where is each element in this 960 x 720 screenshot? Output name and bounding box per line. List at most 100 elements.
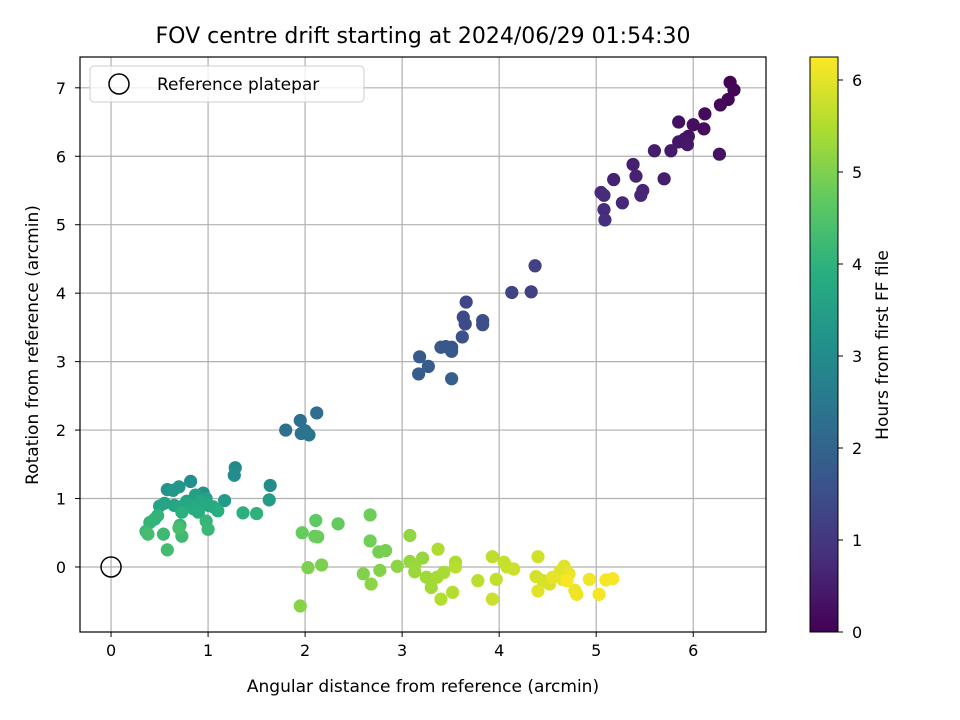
data-point xyxy=(507,562,521,576)
reference-marker xyxy=(100,556,122,578)
y-tick-label: 4 xyxy=(56,284,66,303)
data-point xyxy=(310,406,324,420)
data-point xyxy=(592,587,606,601)
data-point xyxy=(629,169,643,183)
data-point xyxy=(697,122,711,136)
data-point xyxy=(664,144,678,158)
data-point xyxy=(363,508,377,522)
data-point xyxy=(302,428,316,442)
data-point xyxy=(445,585,460,599)
data-point xyxy=(166,483,180,497)
colorbar-tick-label: 5 xyxy=(852,163,862,182)
y-tick-label: 5 xyxy=(56,216,66,235)
data-point xyxy=(680,138,695,152)
data-point xyxy=(311,530,325,544)
y-axis-label: Rotation from reference (arcmin) xyxy=(23,205,43,485)
data-point xyxy=(471,574,485,588)
y-tick-label: 0 xyxy=(56,558,66,577)
data-point xyxy=(459,295,473,309)
x-axis-label: Angular distance from reference (arcmin) xyxy=(247,677,599,697)
data-point xyxy=(698,107,712,121)
y-tick-label: 7 xyxy=(56,79,66,98)
data-point xyxy=(363,534,377,548)
data-point xyxy=(713,98,727,112)
data-point xyxy=(408,565,422,579)
colorbar-tick-label: 3 xyxy=(852,347,862,366)
data-point xyxy=(448,560,463,574)
data-point xyxy=(598,213,612,227)
data-point xyxy=(390,559,404,573)
data-point xyxy=(160,543,174,557)
data-point xyxy=(379,543,393,558)
data-point xyxy=(524,285,538,299)
data-point xyxy=(455,330,469,344)
data-point xyxy=(236,506,250,520)
data-point xyxy=(476,318,490,332)
axis-ticks: 0 1 2 3 4 5 6 0 1 2 3 4 5 6 7 xyxy=(56,79,699,660)
colorbar xyxy=(809,56,839,633)
colorbar-tick-label: 2 xyxy=(852,439,862,458)
y-tick-label: 3 xyxy=(56,353,66,372)
data-point xyxy=(156,527,171,541)
data-point xyxy=(531,550,545,564)
data-point xyxy=(606,572,620,586)
plot-frame xyxy=(79,56,767,633)
data-point xyxy=(727,83,741,97)
reference-point xyxy=(100,556,122,578)
colorbar-tick-label: 4 xyxy=(852,255,862,274)
data-point xyxy=(412,367,426,381)
data-point xyxy=(582,572,597,586)
x-tick-label: 4 xyxy=(494,641,504,660)
data-point xyxy=(560,574,574,588)
data-point xyxy=(191,505,205,519)
data-point xyxy=(634,188,648,202)
data-point xyxy=(413,350,427,364)
data-point xyxy=(445,344,459,358)
colorbar-tick-label: 0 xyxy=(852,623,862,642)
data-point xyxy=(626,157,640,172)
data-point xyxy=(419,570,433,584)
x-tick-label: 0 xyxy=(106,641,116,660)
data-point xyxy=(293,413,307,428)
chart-title: FOV centre drift starting at 2024/06/29 … xyxy=(156,24,691,49)
colorbar-ticks: 0 1 2 3 4 5 6 xyxy=(838,71,862,642)
data-point xyxy=(570,587,584,601)
data-point xyxy=(262,493,276,507)
colorbar-tick-label: 1 xyxy=(852,531,862,550)
data-point xyxy=(434,592,448,606)
data-point xyxy=(403,528,417,543)
data-point xyxy=(615,196,629,210)
y-tick-label: 2 xyxy=(56,421,66,440)
data-point xyxy=(647,144,662,158)
x-tick-label: 3 xyxy=(397,641,407,660)
data-point xyxy=(184,474,198,489)
y-tick-label: 6 xyxy=(56,147,66,166)
data-point xyxy=(607,172,621,187)
data-points xyxy=(139,75,741,613)
data-point xyxy=(172,521,186,535)
data-point xyxy=(485,550,499,564)
legend-marker-icon xyxy=(108,73,130,95)
x-tick-label: 6 xyxy=(688,641,698,660)
data-point xyxy=(528,259,542,273)
y-tick-label: 1 xyxy=(56,490,66,509)
data-point xyxy=(175,505,189,519)
data-point xyxy=(657,172,671,186)
data-point xyxy=(445,372,459,386)
legend-entry-label: Reference platepar xyxy=(157,75,319,95)
colorbar-tick-label: 6 xyxy=(852,71,862,90)
data-point xyxy=(458,317,472,331)
x-tick-label: 2 xyxy=(300,641,310,660)
data-point xyxy=(331,517,345,531)
data-point xyxy=(373,563,387,577)
data-point xyxy=(293,599,307,613)
data-point xyxy=(217,493,232,508)
data-point xyxy=(279,423,293,437)
data-point xyxy=(505,285,519,300)
colorbar-label: Hours from first FF file xyxy=(873,250,893,440)
legend-box xyxy=(89,65,365,103)
x-tick-label: 5 xyxy=(591,641,601,660)
x-tick-label: 1 xyxy=(203,641,213,660)
data-point xyxy=(531,584,545,598)
